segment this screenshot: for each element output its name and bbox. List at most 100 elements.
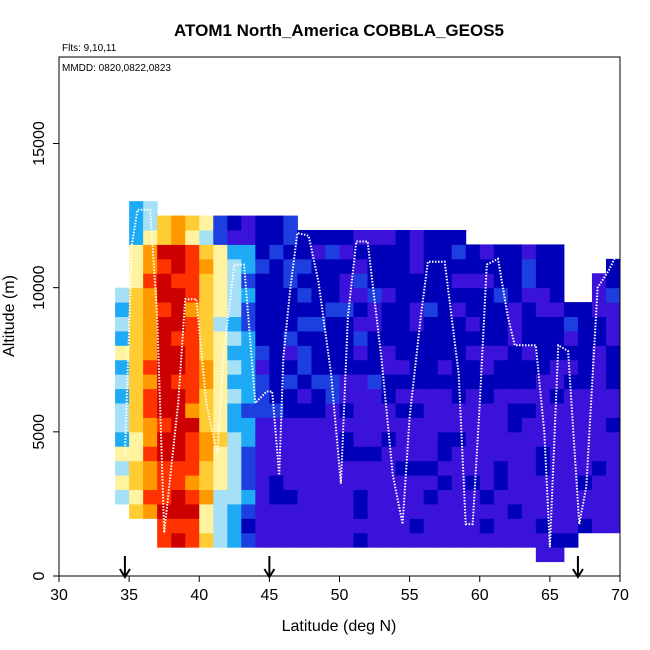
x-tick-label: 55: [401, 587, 419, 604]
heatmap-cell: [213, 475, 228, 490]
heatmap-cell: [451, 518, 467, 534]
heatmap-cell: [129, 489, 144, 505]
heatmap-cell: [199, 258, 214, 274]
heatmap-cell: [241, 403, 256, 418]
heatmap-cell: [143, 345, 158, 361]
heatmap-cell: [479, 316, 495, 332]
heatmap-cell: [577, 475, 593, 490]
heatmap-cell: [353, 403, 369, 418]
heatmap-cell: [213, 258, 228, 274]
heatmap-cell: [283, 417, 298, 433]
heatmap-cell: [521, 330, 537, 346]
heatmap-cell: [129, 446, 144, 462]
heatmap-cell: [199, 446, 214, 462]
heatmap-cell: [227, 359, 242, 375]
heatmap-cell: [241, 374, 256, 390]
heatmap-cell: [465, 417, 481, 433]
heatmap-cell: [171, 417, 186, 433]
heatmap-cell: [339, 388, 355, 404]
heatmap-cell: [129, 316, 144, 332]
heatmap-cell: [521, 518, 537, 534]
heatmap-cell: [283, 489, 298, 505]
heatmap-cell: [283, 287, 298, 303]
heatmap-cell: [465, 273, 481, 289]
heatmap-cell: [129, 273, 144, 289]
heatmap-cell: [199, 503, 214, 519]
heatmap-cell: [185, 244, 200, 260]
heatmap-cell: [451, 258, 467, 274]
heatmap-cell: [185, 345, 200, 361]
heatmap-cell: [563, 374, 579, 390]
heatmap-cell: [535, 518, 551, 534]
heatmap-cell: [185, 388, 200, 404]
heatmap-cell: [269, 475, 284, 490]
heatmap-cell: [381, 518, 397, 534]
heatmap-cell: [311, 374, 326, 390]
heatmap-cell: [185, 374, 200, 390]
heatmap-cell: [283, 403, 298, 418]
heatmap-cell: [521, 258, 537, 274]
heatmap-cell: [115, 330, 130, 346]
heatmap-cell: [311, 316, 326, 332]
heatmap-cell: [395, 403, 411, 418]
heatmap-cell: [437, 503, 453, 519]
arrow-marker: [263, 556, 276, 579]
heatmap-cell: [493, 503, 509, 519]
heatmap-cell: [367, 417, 383, 433]
heatmap-cell: [157, 431, 172, 447]
heatmap-cell: [129, 302, 144, 317]
heatmap-cell: [311, 431, 326, 447]
y-tick-label: 5000: [31, 414, 48, 450]
heatmap-cell: [493, 403, 509, 418]
heatmap-cell: [381, 503, 397, 519]
heatmap-cell: [549, 403, 565, 418]
heatmap-cell: [185, 273, 200, 289]
heatmap-cell: [241, 446, 256, 462]
heatmap-cell: [395, 417, 411, 433]
heatmap-cell: [227, 273, 242, 289]
heatmap-cell: [521, 244, 537, 260]
heatmap-cell: [143, 359, 158, 375]
heatmap-cell: [213, 460, 228, 476]
heatmap-cell: [549, 287, 565, 303]
heatmap-cell: [563, 446, 579, 462]
heatmap-cell: [591, 446, 607, 462]
heatmap-cell: [311, 460, 326, 476]
heatmap-cell: [479, 330, 495, 346]
heatmap-cell: [157, 316, 172, 332]
heatmap-cell: [535, 316, 551, 332]
heatmap-cell: [465, 460, 481, 476]
heatmap-cell: [423, 503, 439, 519]
heatmap-cell: [381, 532, 397, 548]
heatmap-cell: [171, 230, 186, 245]
heatmap-cell: [367, 475, 383, 490]
heatmap-cell: [297, 532, 312, 548]
heatmap-cell: [297, 475, 312, 490]
heatmap-cell: [507, 403, 523, 418]
heatmap-cell: [409, 446, 425, 462]
heatmap-cell: [311, 230, 326, 245]
heatmap-cell: [143, 460, 158, 476]
heatmap-cell: [241, 518, 256, 534]
heatmap-cell: [353, 330, 369, 346]
heatmap-cell: [535, 547, 551, 563]
heatmap-cell: [521, 287, 537, 303]
heatmap-cell: [521, 302, 537, 317]
heatmap-cell: [241, 475, 256, 490]
heatmap-cell: [423, 431, 439, 447]
heatmap-cell: [507, 518, 523, 534]
heatmap-cell: [591, 503, 607, 519]
heatmap-cell: [213, 446, 228, 462]
heatmap-cell: [591, 302, 607, 317]
heatmap-cell: [171, 359, 186, 375]
heatmap-cell: [409, 244, 425, 260]
heatmap-cell: [465, 503, 481, 519]
dates-note: MMDD: 0820,0822,0823: [62, 63, 171, 74]
heatmap-cell: [549, 316, 565, 332]
heatmap-cell: [143, 388, 158, 404]
heatmap-cell: [269, 518, 284, 534]
heatmap-cell: [227, 460, 242, 476]
heatmap-cell: [353, 475, 369, 490]
heatmap-cell: [507, 345, 523, 361]
